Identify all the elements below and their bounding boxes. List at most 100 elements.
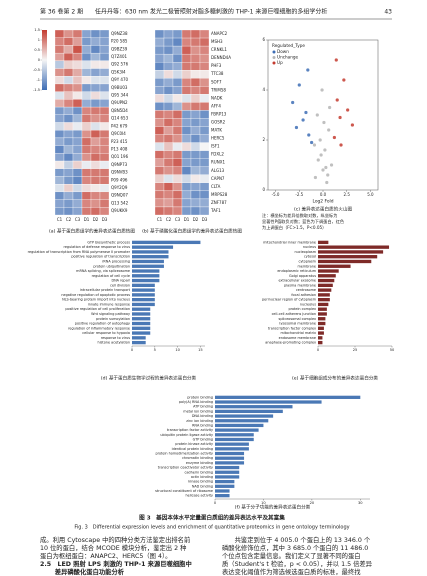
heatmap-cell	[172, 150, 183, 159]
bar	[132, 245, 174, 249]
heatmap-cell	[190, 37, 201, 47]
bar	[318, 255, 378, 259]
heatmap-cell	[81, 145, 92, 154]
heatmap-cell	[163, 70, 174, 79]
heatmap-cell	[181, 190, 192, 200]
category-label: Golgi apparatus	[289, 274, 316, 278]
heatmap-cell	[63, 29, 74, 38]
x-tick-label: 0	[131, 348, 134, 352]
heatmap-cell	[54, 153, 65, 162]
heatmap-cell	[181, 134, 192, 143]
heatmap-cell	[63, 91, 74, 100]
bar	[132, 321, 151, 326]
heatmap-cell	[199, 134, 210, 143]
bar	[318, 317, 326, 321]
category-label: regulation of inflammatory response	[68, 326, 130, 330]
heatmap-cell	[172, 158, 183, 167]
heatmap-cell	[199, 86, 210, 95]
category-label: protein ubiquitination	[93, 264, 130, 268]
heatmap-cell	[190, 45, 201, 55]
heatmap-cell	[54, 199, 65, 208]
heatmap-cell	[181, 158, 192, 167]
row-label: Q9NP73	[111, 162, 128, 167]
x-tick-label: 0	[317, 348, 320, 352]
heatmap-cell	[72, 153, 83, 162]
heatmap-cell	[63, 76, 74, 85]
point	[316, 158, 320, 162]
heatmap-cell	[72, 106, 83, 115]
heatmap-cell	[90, 153, 101, 162]
point	[304, 110, 308, 115]
heatmap-cell	[181, 174, 192, 183]
category-label: cytosol	[304, 255, 316, 259]
heatmap-cell	[181, 142, 192, 151]
bar	[215, 428, 259, 432]
heatmap-cell	[63, 137, 74, 146]
page-number: 43	[384, 9, 392, 16]
bar	[318, 259, 372, 264]
legend-label: Unchange	[277, 55, 299, 60]
y-tick-label: 4	[262, 87, 265, 92]
heatmap-cell	[63, 130, 74, 139]
category-label: transcription factor complex	[268, 326, 316, 330]
heatmap-cell	[90, 114, 101, 123]
heatmap-cell	[54, 114, 65, 123]
heatmap-cell	[54, 76, 65, 85]
heatmap-cell	[72, 91, 83, 100]
bar	[318, 245, 390, 249]
heatmap-cell	[172, 78, 183, 87]
category-label: innate immune response	[88, 302, 130, 306]
bar	[132, 240, 201, 245]
body-text: 表达变化阈值作为筛选候选蛋白质的标准，最终找	[222, 567, 361, 576]
heatmap-cell	[172, 102, 183, 111]
row-label: TTC38	[210, 71, 224, 76]
category-label: helicase activity	[186, 494, 214, 498]
heatmap-cell	[54, 29, 65, 38]
heatmap-cell	[190, 150, 201, 159]
heatmap-cell	[154, 29, 165, 39]
heatmap-cell	[190, 142, 201, 151]
row-label: P23 415	[111, 139, 128, 144]
point	[332, 135, 336, 140]
heatmap-cell	[99, 76, 110, 85]
heatmap-cell	[181, 78, 192, 87]
point	[326, 173, 330, 177]
column-label: D1	[184, 217, 190, 222]
heatmap-cell	[81, 160, 92, 169]
category-label: regulation of transcription from RNA pol…	[28, 250, 131, 254]
category-label: Wnt signaling pathway	[91, 312, 130, 316]
bar	[318, 331, 324, 335]
category-label: perinuclear region of cytoplasm	[262, 298, 317, 302]
heatmap-cell	[99, 99, 110, 108]
bar	[318, 340, 323, 345]
heatmap-cell	[90, 106, 101, 115]
category-label: mitochondrial inner membrane	[263, 240, 316, 244]
heatmap-cell	[54, 83, 65, 92]
heatmap-cell	[172, 118, 183, 127]
legend-swatch	[272, 50, 276, 54]
heatmap-cell	[163, 158, 174, 167]
category-label: zinc ion binding	[186, 419, 213, 423]
heatmap-cell	[172, 53, 183, 63]
heatmap-cell	[81, 130, 92, 139]
heatmap-cell	[72, 160, 83, 169]
heatmap-cell	[90, 160, 101, 169]
heatmap-cell	[163, 142, 174, 151]
bar	[132, 297, 155, 302]
bar	[318, 312, 327, 316]
heatmap-cell	[72, 99, 83, 108]
bar	[318, 274, 336, 278]
heatmap-cell	[72, 122, 83, 131]
body-text: 成。利用 Cytoscape 中的四种分类方法鉴定出排名前	[40, 535, 190, 544]
heatmap-cell	[72, 52, 83, 61]
legend-label: Down	[277, 49, 289, 54]
heatmap-cell	[172, 94, 183, 103]
category-label: DNA repair	[111, 279, 130, 283]
heatmap-cell	[172, 166, 183, 175]
heatmap-cell	[63, 176, 74, 185]
column-label: C3	[75, 217, 81, 222]
bar	[215, 465, 240, 470]
point	[328, 105, 332, 110]
heatmap-cell	[54, 52, 65, 61]
heatmap-cell	[99, 106, 110, 115]
